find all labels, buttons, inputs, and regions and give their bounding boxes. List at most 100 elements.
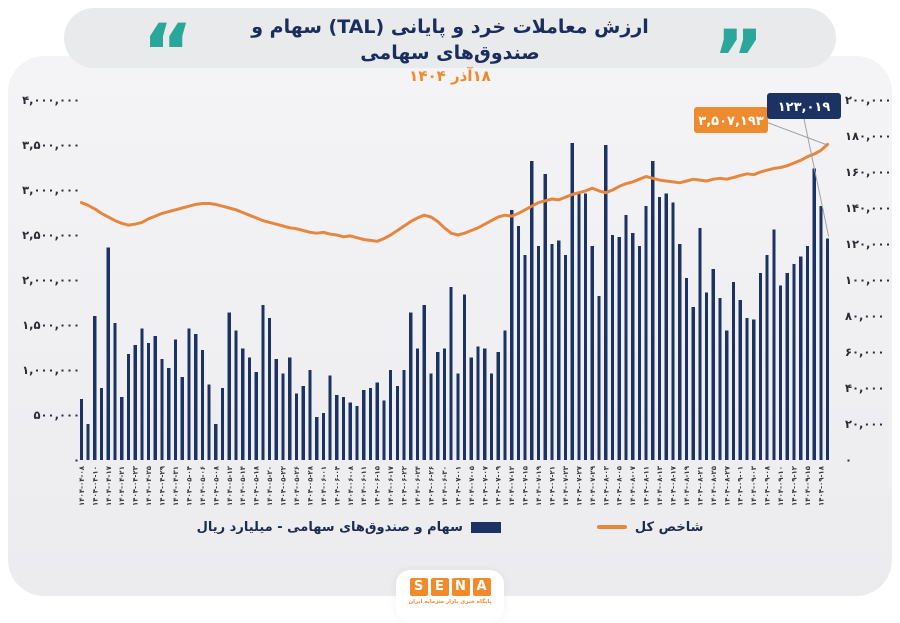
sena-logo-letters: S E N A: [396, 578, 504, 596]
sena-letter-a: A: [472, 578, 491, 596]
bar: [335, 395, 339, 460]
bar: [557, 240, 561, 460]
left-axis-tick: ۰: [73, 453, 80, 467]
x-axis-tick: ۱۴۰۴-۰۷-۱۹: [535, 465, 543, 506]
bar: [321, 413, 325, 460]
bar: [368, 388, 373, 460]
bar: [577, 191, 581, 461]
bar: [315, 416, 319, 460]
x-axis-tick: ۱۴۰۴-۰۵-۰۴: [185, 465, 193, 506]
bar: [99, 388, 104, 460]
bar: [200, 350, 204, 460]
bar: [395, 386, 399, 460]
x-axis-tick: ۱۴۰۴-۰۴-۲۳: [132, 465, 140, 506]
x-axis-tick: ۱۴۰۴-۰۹-۰۳: [750, 465, 758, 506]
bar: [489, 373, 494, 460]
bar: [637, 245, 641, 460]
x-axis-tick: ۱۴۰۴-۰۸-۱۳: [656, 465, 664, 506]
x-axis-tick: ۱۴۰۴-۰۷-۰۵: [468, 465, 476, 506]
legend: سهام و صندوق‌های سهامی - میلیارد ریال شا…: [0, 515, 900, 539]
bar: [523, 254, 527, 460]
bar: [146, 343, 151, 460]
bar: [288, 357, 292, 460]
bar: [799, 256, 803, 460]
bar: [194, 334, 198, 460]
bar: [449, 287, 453, 460]
x-axis-tick: ۱۴۰۴-۰۶-۰۴: [333, 465, 341, 506]
bar: [167, 368, 171, 460]
x-axis-tick: ۱۴۰۴-۰۵-۰۸: [212, 465, 220, 506]
bar: [684, 278, 689, 460]
bar-series-swatch: [470, 521, 501, 533]
x-axis-tick: ۱۴۰۴-۰۷-۲۱: [548, 466, 556, 506]
bar: [429, 373, 433, 460]
x-axis-tick: ۱۴۰۴-۰۶-۰۸: [347, 465, 355, 506]
x-axis-tick: ۱۴۰۴-۰۷-۲۳: [562, 465, 570, 506]
x-axis-tick: ۱۴۰۴-۰۹-۱۰: [777, 466, 785, 506]
bar: [584, 193, 588, 460]
bar: [678, 244, 682, 460]
x-axis-tick: ۱۴۰۴-۰۶-۱۷: [387, 465, 395, 506]
page-date: ۱۸آذر ۱۴۰۴: [409, 67, 491, 85]
bar: [644, 206, 648, 460]
bar: [496, 352, 500, 460]
bar: [415, 348, 420, 460]
bar: [126, 353, 131, 460]
bar: [530, 161, 534, 460]
x-axis-tick: ۱۴۰۴-۰۵-۱۴: [239, 465, 247, 506]
bar: [274, 359, 278, 460]
bar: [254, 371, 258, 460]
left-axis-tick: ۱,۵۰۰,۰۰۰: [22, 318, 80, 332]
bar: [268, 317, 272, 460]
x-axis-tick: ۱۴۰۴-۰۴-۳۱: [172, 466, 180, 506]
x-axis-tick: ۱۴۰۴-۰۸-۰۵: [616, 465, 624, 506]
bar: [752, 319, 756, 460]
x-axis-tick: ۱۴۰۴-۰۸-۰۷: [629, 465, 637, 506]
left-axis-tick: ۴,۰۰۰,۰۰۰: [22, 93, 80, 107]
bar: [624, 215, 628, 460]
bar: [234, 330, 238, 460]
bar: [301, 386, 305, 460]
bar: [657, 197, 662, 460]
bar: [180, 377, 184, 460]
right-axis-tick: ۴۰,۰۰۰: [845, 381, 884, 395]
bar: [207, 384, 211, 460]
left-axis-tick: ۱,۰۰۰,۰۰۰: [22, 363, 80, 377]
bar: [738, 299, 742, 460]
bar: [745, 317, 749, 460]
bar: [711, 269, 715, 460]
index-annotation-box: [694, 107, 768, 133]
bar: [778, 285, 783, 460]
bar: [543, 173, 547, 461]
right-axis-tick: ۰: [845, 453, 852, 467]
bar: [442, 348, 447, 460]
right-axis-tick: ۱۰۰,۰۰۰: [845, 273, 891, 287]
bar: [758, 272, 763, 460]
x-axis-tick: ۱۴۰۴-۰۷-۰۷: [481, 465, 489, 506]
x-axis-tick: ۱۴۰۴-۰۹-۱۵: [804, 465, 812, 506]
bar: [241, 348, 245, 460]
x-axis-tick: ۱۴۰۴-۰۴-۱۰: [91, 466, 99, 506]
bar: [227, 312, 231, 460]
bar: [281, 373, 285, 460]
x-axis-tick: ۱۴۰۴-۰۴-۲۵: [145, 465, 153, 506]
bar: [664, 193, 668, 460]
page-title: ارزش معاملات خرد و پایانی (TAL) سهام و ص…: [251, 16, 649, 64]
x-axis-tick: ۱۴۰۴-۰۹-۰۱: [737, 466, 745, 506]
bar: [698, 227, 702, 460]
bar: [294, 393, 299, 460]
bar: [691, 307, 695, 460]
x-axis-tick: ۱۴۰۴-۰۵-۱۲: [226, 465, 234, 506]
x-axis-tick: ۱۴۰۴-۰۴-۲۱: [118, 466, 126, 506]
x-axis-tick: ۱۴۰۴-۰۸-۲۵: [710, 465, 718, 506]
bar: [214, 424, 218, 460]
right-axis-tick: ۱۲۰,۰۰۰: [845, 237, 891, 251]
sena-logo-subtext: پایگاه خبری بازار سرمایه ایران: [408, 599, 492, 605]
bar: [604, 145, 608, 460]
bar: [113, 323, 117, 460]
x-axis-tick: ۱۴۰۴-۰۹-۱۸: [817, 465, 825, 506]
bar: [133, 344, 137, 460]
bar: [160, 359, 164, 460]
left-axis-tick: ۳,۰۰۰,۰۰۰: [22, 183, 80, 197]
